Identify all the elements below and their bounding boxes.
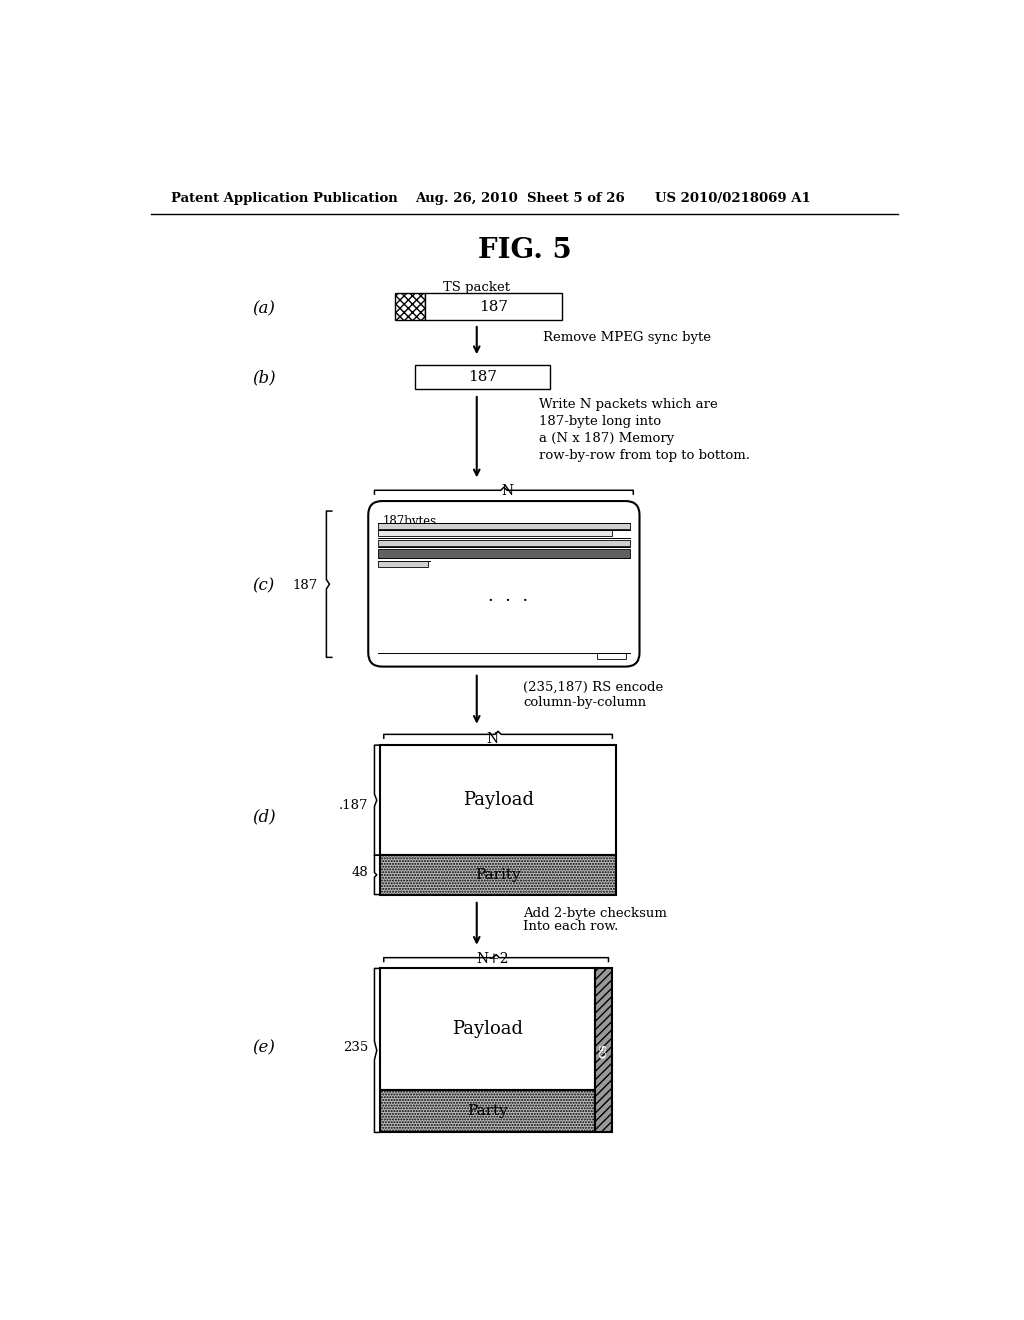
Text: 187: 187 [293,579,317,593]
Bar [380,1090,595,1133]
Bar [378,523,630,529]
Text: Party: Party [467,1105,508,1118]
Text: Remove MPEG sync byte: Remove MPEG sync byte [543,331,711,345]
Text: Write N packets which are: Write N packets which are [539,399,718,412]
Text: 187-byte long into: 187-byte long into [539,416,660,428]
Bar [378,549,630,558]
Text: (b): (b) [252,370,275,387]
Text: ·  ·  ·: · · · [487,593,528,610]
Text: a (N x 187) Memory: a (N x 187) Memory [539,432,674,445]
Text: 187bytes: 187bytes [382,515,436,528]
Bar [597,653,627,659]
Text: Aug. 26, 2010  Sheet 5 of 26: Aug. 26, 2010 Sheet 5 of 26 [415,191,625,205]
Text: row-by-row from top to bottom.: row-by-row from top to bottom. [539,449,750,462]
FancyBboxPatch shape [369,502,640,667]
Bar [378,531,612,536]
Text: Parity: Parity [475,867,521,882]
Text: US 2010/0218069 A1: US 2010/0218069 A1 [655,191,811,205]
Text: CS: CS [599,1043,608,1057]
Text: 187: 187 [479,300,508,314]
Text: 187: 187 [468,370,497,384]
Text: .187: .187 [339,799,369,812]
Text: (a): (a) [252,300,275,317]
Text: Payload: Payload [453,1020,523,1039]
Text: (d): (d) [252,808,275,825]
Text: TS packet: TS packet [443,281,510,294]
Bar [378,561,428,568]
Text: FIG. 5: FIG. 5 [478,238,571,264]
Text: column-by-column: column-by-column [523,696,646,709]
Bar [595,969,612,1133]
Text: Patent Application Publication: Patent Application Publication [171,191,397,205]
Text: Payload: Payload [463,791,534,809]
Bar [395,293,425,321]
Text: Into each row.: Into each row. [523,920,618,933]
Bar [380,969,595,1090]
Text: N+2: N+2 [476,952,509,966]
Text: N: N [486,733,499,746]
Text: 235: 235 [343,1041,369,1055]
Bar [378,540,630,545]
Text: (e): (e) [252,1039,275,1056]
Bar [415,364,550,389]
Bar [380,855,616,895]
Bar [380,744,616,855]
Text: 48: 48 [351,866,369,879]
Text: (c): (c) [253,577,274,594]
Bar [425,293,562,321]
Text: (235,187) RS encode: (235,187) RS encode [523,681,664,694]
Text: N: N [502,484,514,498]
Text: Add 2-byte checksum: Add 2-byte checksum [523,907,667,920]
